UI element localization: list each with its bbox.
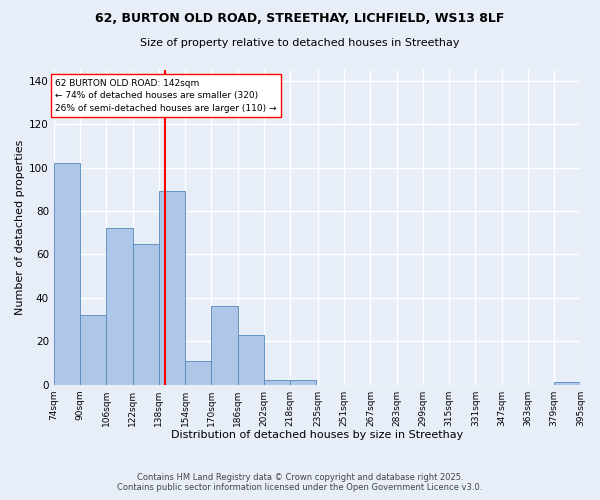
Text: 62 BURTON OLD ROAD: 142sqm
← 74% of detached houses are smaller (320)
26% of sem: 62 BURTON OLD ROAD: 142sqm ← 74% of deta…: [55, 78, 277, 112]
Bar: [264, 380, 290, 384]
Bar: [133, 244, 159, 384]
Bar: [80, 315, 106, 384]
Bar: [106, 228, 133, 384]
Bar: [185, 360, 211, 384]
X-axis label: Distribution of detached houses by size in Streethay: Distribution of detached houses by size …: [171, 430, 463, 440]
Bar: [211, 306, 238, 384]
Text: Size of property relative to detached houses in Streethay: Size of property relative to detached ho…: [140, 38, 460, 48]
Bar: [54, 164, 80, 384]
Bar: [159, 192, 185, 384]
Bar: [238, 334, 264, 384]
Y-axis label: Number of detached properties: Number of detached properties: [15, 140, 25, 315]
Bar: [554, 382, 580, 384]
Text: Contains HM Land Registry data © Crown copyright and database right 2025.
Contai: Contains HM Land Registry data © Crown c…: [118, 473, 482, 492]
Text: 62, BURTON OLD ROAD, STREETHAY, LICHFIELD, WS13 8LF: 62, BURTON OLD ROAD, STREETHAY, LICHFIEL…: [95, 12, 505, 26]
Bar: [290, 380, 316, 384]
